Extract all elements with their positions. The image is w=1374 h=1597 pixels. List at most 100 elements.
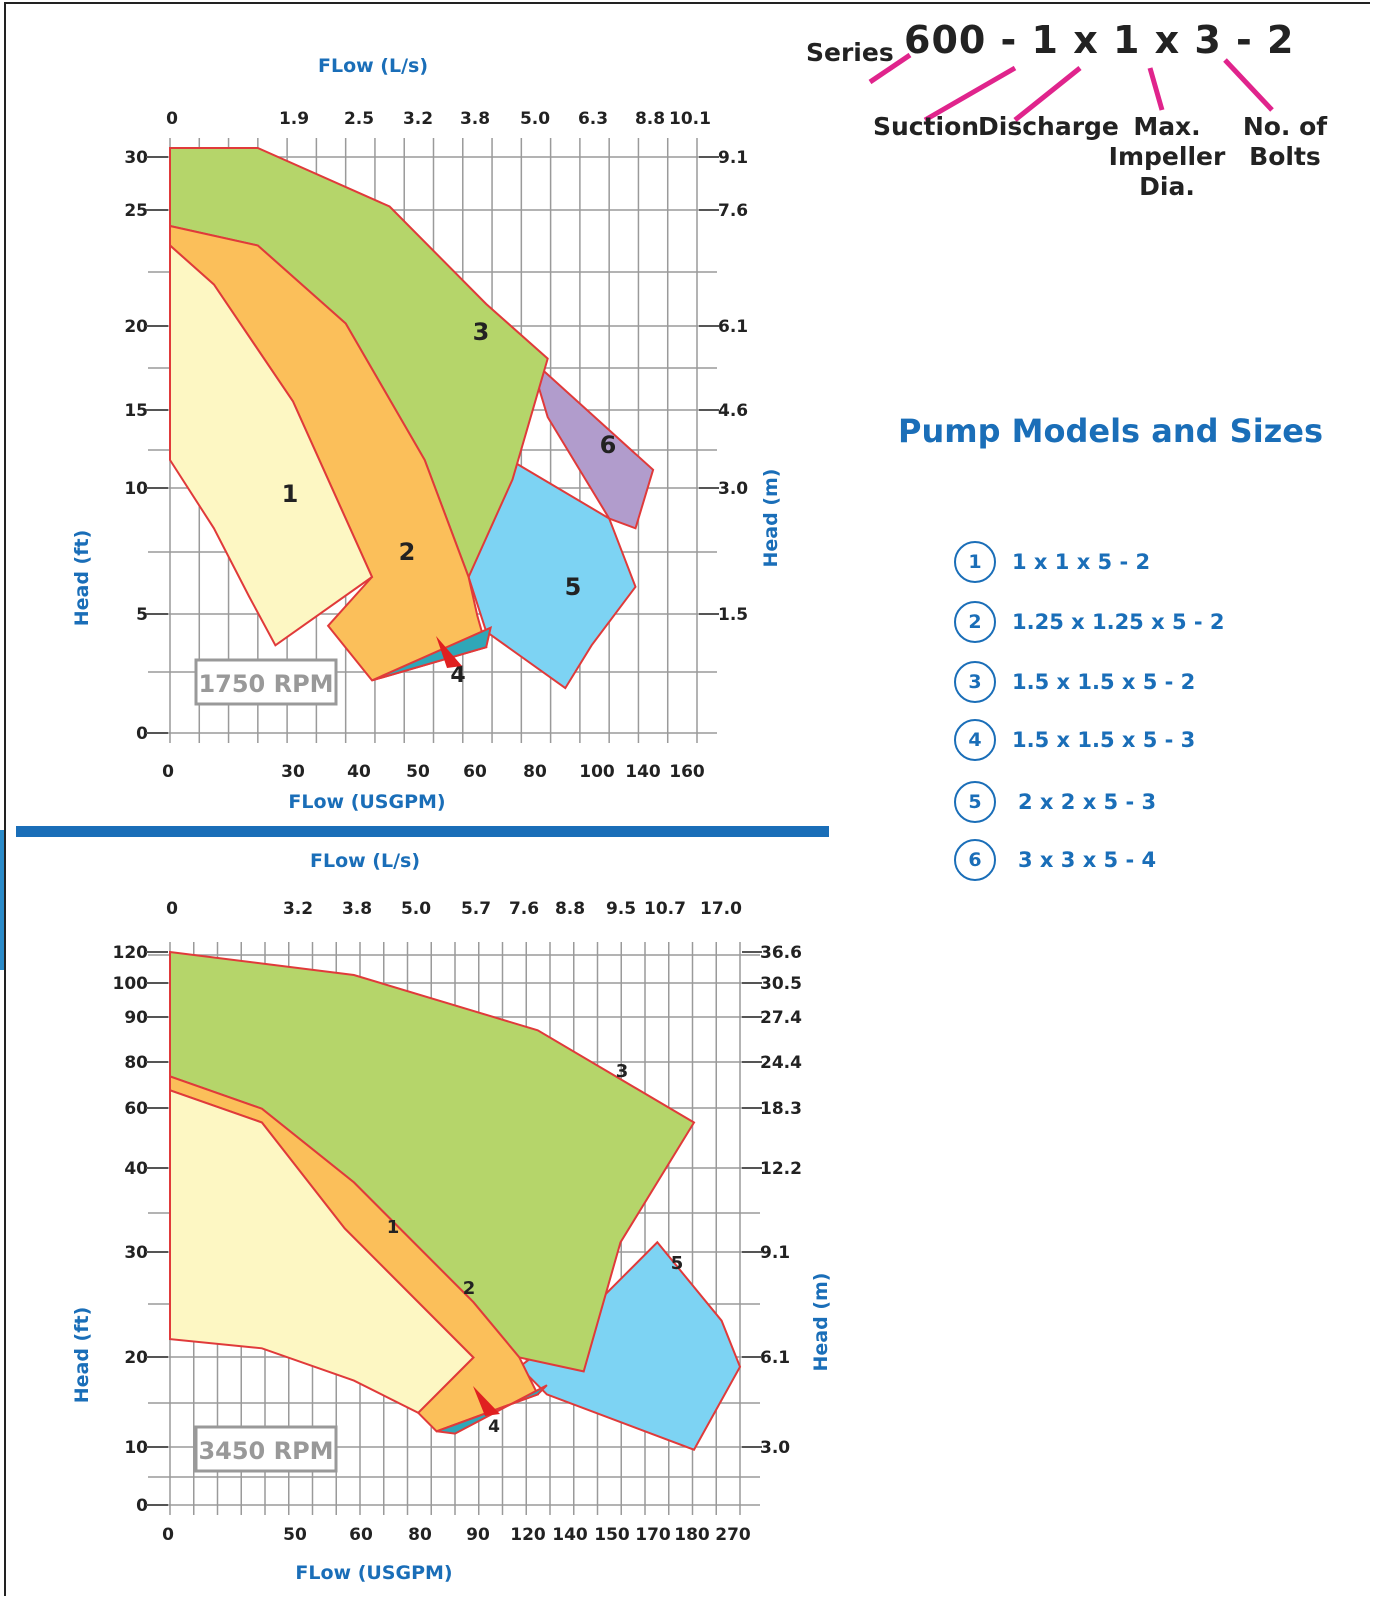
model-item: 2 1.25 x 1.25 x 5 - 2	[954, 600, 1225, 644]
y-tick-ft: 20	[124, 1348, 148, 1368]
rpm-label: 1750 RPM	[198, 670, 333, 698]
y-tick-ft: 100	[113, 974, 149, 994]
series-legend: Series 600 - 1 x 1 x 3 - 2 Suction Disch…	[800, 10, 1360, 210]
region-label-5: 5	[565, 573, 582, 601]
x-tick-usgpm: 90	[466, 1525, 490, 1545]
region-label-4: 4	[488, 1417, 500, 1437]
y-tick-ft: 40	[124, 1159, 148, 1179]
label-impeller: Max. Impeller Dia.	[1108, 112, 1226, 201]
region-model-6	[528, 355, 655, 530]
right-axis-title: Head (m)	[760, 469, 782, 568]
y-tick-ft: 30	[124, 1243, 148, 1263]
x-tick-usgpm: 80	[408, 1525, 432, 1545]
x-tick-ls: 7.6	[509, 899, 539, 919]
y-tick-ft: 20	[124, 317, 148, 337]
pointer-suction	[923, 65, 1017, 123]
model-item: 5 2 x 2 x 5 - 3	[954, 780, 1156, 824]
bottom-axis-title: FLow (USGPM)	[295, 1562, 452, 1584]
x-tick-ls: 8.8	[555, 899, 585, 919]
x-tick-usgpm: 50	[283, 1525, 307, 1545]
x-tick-usgpm: 40	[347, 762, 371, 782]
x-tick-usgpm: 160	[669, 762, 705, 782]
x-tick-ls: 3.2	[283, 899, 313, 919]
pointer-bolts	[1223, 58, 1274, 112]
y-tick-ft: 90	[124, 1008, 148, 1028]
model-item: 3 1.5 x 1.5 x 5 - 2	[954, 660, 1195, 704]
y-tick-m: 3.0	[718, 479, 748, 499]
region-label-3: 3	[473, 318, 490, 346]
y-tick-m: 12.2	[760, 1159, 802, 1179]
series-code: 600 - 1 x 1 x 3 - 2	[904, 18, 1295, 62]
bottom-axis-title: FLow (USGPM)	[288, 791, 445, 813]
y-tick-ft: 10	[124, 479, 148, 499]
x-tick-ls: 17.0	[700, 899, 742, 919]
y-tick-ft: 80	[124, 1053, 148, 1073]
left-axis-title: Head (ft)	[71, 530, 93, 627]
x-tick-ls: 5.0	[401, 899, 431, 919]
region-label-5: 5	[671, 1253, 684, 1274]
model-number-badge: 4	[954, 719, 996, 761]
x-tick-ls: 8.8	[635, 109, 665, 129]
section-divider	[16, 826, 829, 837]
region-4-pointer	[436, 636, 462, 668]
x-tick-usgpm: 140	[552, 1525, 588, 1545]
y-tick-m: 6.1	[760, 1348, 790, 1368]
region-label-6: 6	[600, 431, 617, 459]
x-tick-ls: 6.3	[578, 109, 608, 129]
y-tick-m: 7.6	[718, 201, 748, 221]
x-tick-ls: 2.5	[344, 109, 374, 129]
region-model-1	[169, 1088, 475, 1415]
region-4-pointer	[473, 1386, 500, 1416]
model-label: 3 x 3 x 5 - 4	[1018, 848, 1157, 872]
x-tick-ls: 3.8	[342, 899, 372, 919]
x-tick-ls: 3.2	[403, 109, 433, 129]
left-axis-title: Head (ft)	[71, 1307, 93, 1404]
y-tick-m: 30.5	[760, 974, 802, 994]
y-tick-m: 18.3	[760, 1099, 802, 1119]
x-tick-ls: 5.7	[461, 899, 491, 919]
model-item: 6 3 x 3 x 5 - 4	[954, 838, 1156, 882]
label-suction: Suction	[872, 112, 980, 141]
y-tick-m: 6.1	[718, 317, 748, 337]
label-discharge: Discharge	[978, 112, 1119, 141]
model-number-badge: 5	[954, 781, 996, 823]
model-label: 1.5 x 1.5 x 5 - 2	[1012, 670, 1196, 694]
y-tick-ft: 30	[124, 148, 148, 168]
model-item: 1 1 x 1 x 5 - 2	[954, 540, 1150, 584]
y-tick-m: 1.5	[718, 605, 748, 625]
y-tick-ft: 120	[113, 943, 149, 963]
x-tick-usgpm: 0	[162, 1525, 174, 1545]
y-tick-ft: 60	[124, 1099, 148, 1119]
model-label: 1.25 x 1.25 x 5 - 2	[1012, 610, 1225, 634]
label-bolts: No. of Bolts	[1242, 112, 1328, 171]
pointer-series	[868, 52, 912, 85]
edge-tab	[0, 830, 4, 970]
x-tick-usgpm: 180	[674, 1525, 710, 1545]
x-tick-ls: 10.7	[644, 899, 686, 919]
models-title: Pump Models and Sizes	[898, 412, 1324, 450]
region-label-2: 2	[399, 538, 416, 566]
x-tick-usgpm: 270	[715, 1525, 751, 1545]
top-axis-title: FLow (L/s)	[310, 850, 420, 872]
y-tick-m: 3.0	[760, 1438, 790, 1458]
x-tick-usgpm: 170	[635, 1525, 671, 1545]
region-model-1	[169, 243, 374, 647]
x-tick-usgpm: 30	[281, 762, 305, 782]
rpm-label: 3450 RPM	[198, 1437, 333, 1465]
x-tick-ls: 10.1	[669, 109, 711, 129]
x-tick-usgpm: 140	[625, 762, 661, 782]
y-tick-m: 27.4	[760, 1008, 802, 1028]
x-tick-ls: 0	[166, 109, 178, 129]
page-frame	[4, 2, 1370, 1596]
top-axis-title: FLow (L/s)	[318, 55, 428, 77]
y-tick-ft: 5	[136, 605, 148, 625]
series-prefix: Series	[806, 38, 894, 67]
y-tick-m: 24.4	[760, 1053, 802, 1073]
model-label: 2 x 2 x 5 - 3	[1018, 790, 1157, 814]
y-tick-m: 36.6	[760, 943, 802, 963]
x-tick-ls: 9.5	[606, 899, 636, 919]
model-number-badge: 6	[954, 839, 996, 881]
x-tick-usgpm: 50	[406, 762, 430, 782]
y-tick-ft: 15	[124, 401, 148, 421]
series-pointer-lines	[868, 52, 1274, 123]
